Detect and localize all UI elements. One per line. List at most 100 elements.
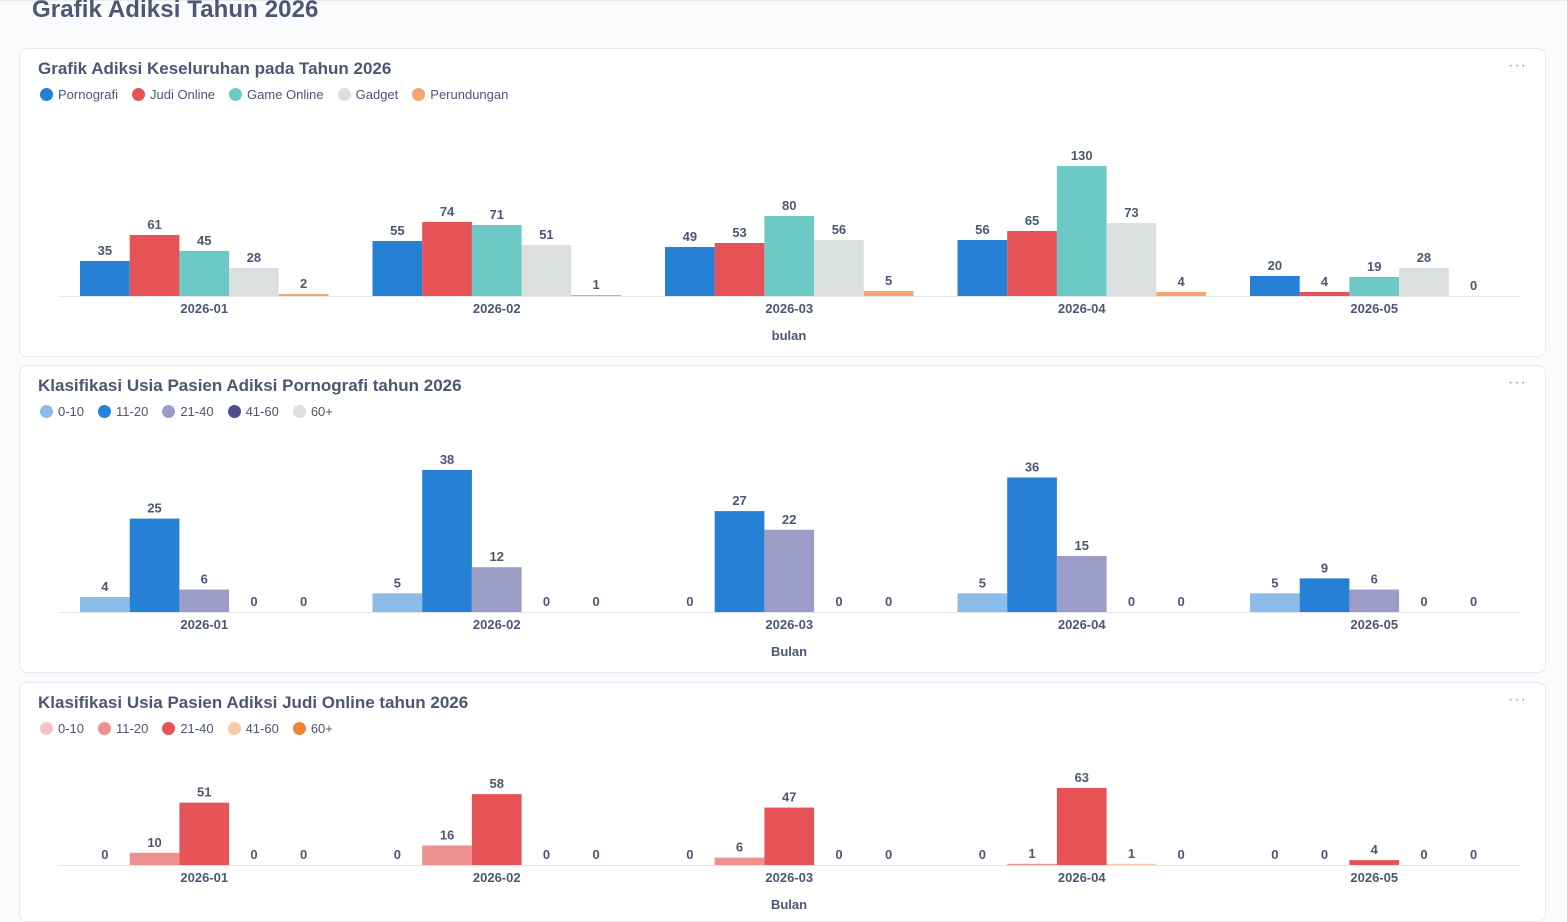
data-label: 0 bbox=[543, 847, 550, 862]
data-label: 51 bbox=[539, 227, 553, 242]
bar[interactable] bbox=[1156, 292, 1206, 296]
data-label: 20 bbox=[1268, 258, 1282, 273]
card-menu-button[interactable]: ··· bbox=[1508, 57, 1527, 74]
legend-item[interactable]: 0-10 bbox=[40, 404, 84, 419]
bar[interactable] bbox=[571, 295, 621, 296]
legend-item[interactable]: 21-40 bbox=[162, 404, 214, 419]
bar[interactable] bbox=[764, 216, 815, 296]
bar[interactable] bbox=[471, 567, 522, 612]
bar[interactable] bbox=[179, 802, 230, 865]
data-label: 25 bbox=[147, 501, 161, 516]
legend-swatch bbox=[292, 722, 306, 735]
legend-item[interactable]: 41-60 bbox=[227, 404, 279, 419]
bar[interactable] bbox=[422, 470, 472, 612]
bar[interactable] bbox=[1007, 477, 1057, 612]
x-tick-label: 2026-03 bbox=[765, 870, 813, 885]
x-axis-label: bulan bbox=[772, 328, 807, 343]
bar[interactable] bbox=[764, 807, 815, 865]
bar[interactable] bbox=[814, 240, 864, 296]
x-axis-label: Bulan bbox=[771, 897, 807, 912]
legend-label: 11-20 bbox=[116, 721, 149, 736]
bar[interactable] bbox=[764, 529, 815, 612]
bar-chart: 4 25 6 0 0 2026-01 5 38 12 0 0 2026-02 0 27 22 0 0 2026-0… bbox=[58, 452, 1520, 659]
bar[interactable] bbox=[278, 294, 329, 296]
bar[interactable] bbox=[1106, 863, 1157, 865]
bar[interactable] bbox=[957, 593, 1008, 612]
bar[interactable] bbox=[714, 857, 765, 865]
legend-label: 21-40 bbox=[180, 721, 214, 736]
bar[interactable] bbox=[422, 845, 472, 865]
bar[interactable] bbox=[1399, 268, 1449, 296]
page-title: Grafik Adiksi Tahun 2026 bbox=[32, 0, 319, 23]
legend-label: 0-10 bbox=[58, 721, 85, 736]
data-label: 27 bbox=[732, 493, 746, 508]
legend-item[interactable]: 11-20 bbox=[98, 721, 148, 736]
legend-item[interactable]: Gadget bbox=[337, 87, 398, 102]
bar[interactable] bbox=[1349, 589, 1400, 612]
data-label: 71 bbox=[490, 207, 504, 222]
legend-item[interactable]: 21-40 bbox=[162, 721, 214, 736]
legend-item[interactable]: Game Online bbox=[229, 87, 324, 102]
bar[interactable] bbox=[179, 589, 230, 612]
x-axis-label: Bulan bbox=[771, 644, 807, 659]
bar[interactable] bbox=[1007, 863, 1057, 865]
bar[interactable] bbox=[80, 597, 130, 612]
bar[interactable] bbox=[1106, 223, 1157, 296]
data-label: 0 bbox=[1271, 847, 1278, 862]
bar[interactable] bbox=[1056, 788, 1107, 865]
data-label: 61 bbox=[147, 217, 161, 232]
card-menu-button[interactable]: ··· bbox=[1508, 374, 1527, 391]
bar[interactable] bbox=[372, 241, 423, 296]
legend-swatch bbox=[40, 722, 53, 735]
data-label: 49 bbox=[683, 229, 697, 244]
legend-swatch bbox=[227, 405, 241, 418]
data-label: 0 bbox=[593, 847, 600, 862]
data-label: 12 bbox=[490, 549, 504, 564]
bar[interactable] bbox=[229, 268, 279, 296]
legend-item[interactable]: Judi Online bbox=[131, 87, 215, 102]
data-label: 1 bbox=[593, 277, 600, 292]
legend-item[interactable]: 60+ bbox=[292, 404, 333, 419]
bar[interactable] bbox=[80, 261, 130, 296]
bar[interactable] bbox=[129, 852, 180, 865]
bar[interactable] bbox=[372, 593, 423, 612]
bar[interactable] bbox=[422, 222, 472, 296]
bar[interactable] bbox=[1349, 277, 1400, 296]
legend-item[interactable]: Pornografi bbox=[40, 87, 118, 102]
x-tick-label: 2026-01 bbox=[180, 301, 228, 316]
x-tick-label: 2026-05 bbox=[1350, 301, 1398, 316]
bar[interactable] bbox=[471, 225, 522, 296]
bar[interactable] bbox=[665, 247, 715, 296]
data-label: 56 bbox=[832, 222, 846, 237]
legend-item[interactable]: 41-60 bbox=[227, 721, 279, 736]
x-tick-label: 2026-05 bbox=[1350, 617, 1398, 632]
bar[interactable] bbox=[471, 794, 522, 865]
bar[interactable] bbox=[714, 511, 765, 612]
bar[interactable] bbox=[1349, 860, 1400, 865]
legend-swatch bbox=[227, 722, 241, 735]
bar[interactable] bbox=[521, 245, 572, 296]
bar[interactable] bbox=[863, 291, 914, 296]
data-label: 0 bbox=[686, 847, 693, 862]
data-label: 0 bbox=[300, 594, 307, 609]
bar[interactable] bbox=[1299, 578, 1350, 612]
bar[interactable] bbox=[179, 251, 230, 296]
legend-item[interactable]: 0-10 bbox=[40, 721, 84, 736]
bar[interactable] bbox=[957, 240, 1008, 296]
bar[interactable] bbox=[1056, 555, 1107, 612]
card-menu-button[interactable]: ··· bbox=[1508, 691, 1527, 708]
bar[interactable] bbox=[1250, 593, 1300, 612]
bar[interactable] bbox=[1056, 166, 1107, 296]
legend-item[interactable]: Perundungan bbox=[412, 87, 508, 102]
bar[interactable] bbox=[1299, 292, 1350, 296]
legend-item[interactable]: 11-20 bbox=[98, 404, 148, 419]
bar[interactable] bbox=[1250, 276, 1300, 296]
bar[interactable] bbox=[129, 518, 180, 612]
legend-item[interactable]: 60+ bbox=[292, 721, 333, 736]
legend-swatch bbox=[98, 405, 112, 418]
bar[interactable] bbox=[1007, 231, 1057, 296]
data-label: 0 bbox=[543, 594, 550, 609]
bar[interactable] bbox=[129, 235, 180, 296]
bar[interactable] bbox=[714, 243, 765, 296]
